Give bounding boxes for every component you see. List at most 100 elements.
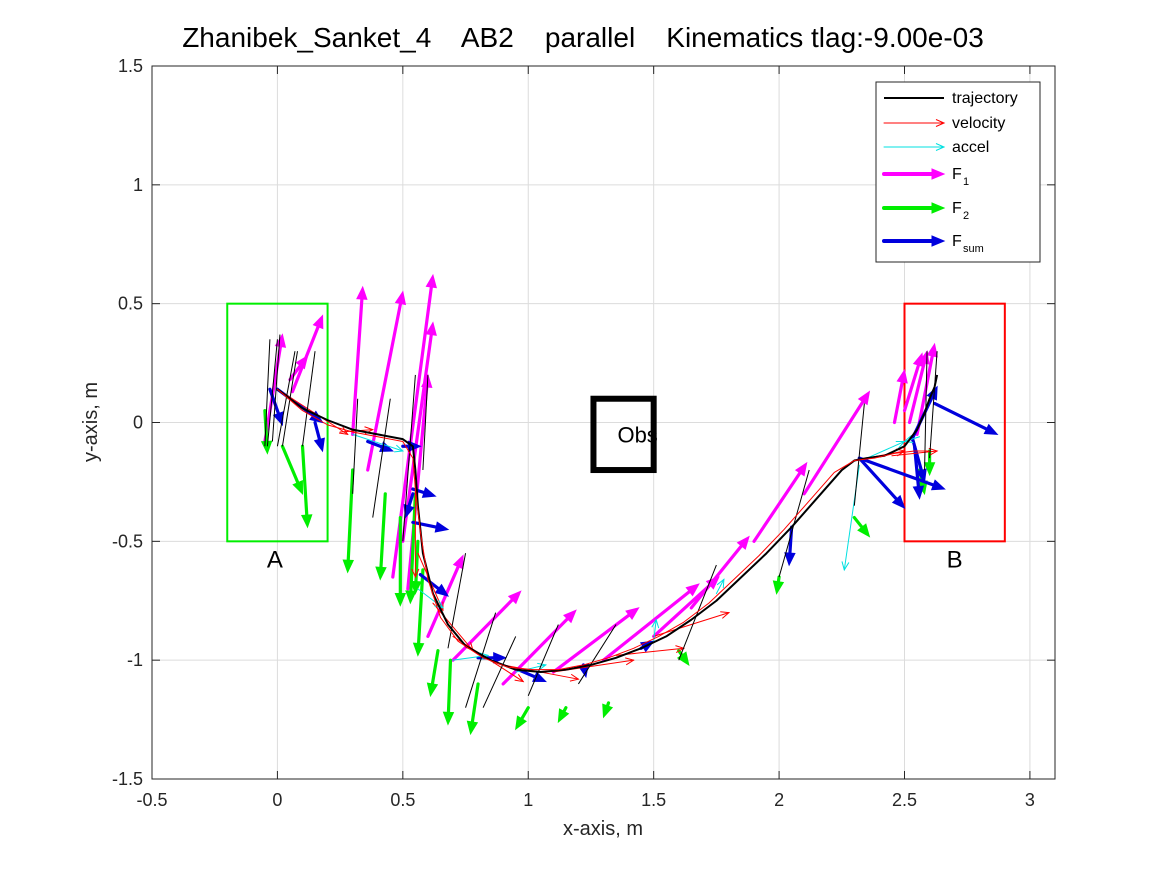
vector-group-thin-black (264, 334, 938, 708)
reference-line (678, 564, 717, 661)
f2-arrow-shaft (470, 682, 480, 729)
f2-arrow-head (466, 720, 479, 736)
region-b-box (903, 302, 1006, 543)
reference-line (465, 612, 497, 708)
f1-arrow-head (926, 342, 938, 358)
reference-line (527, 624, 559, 697)
reference-line (853, 403, 865, 506)
f2-arrow (375, 492, 387, 581)
f1-arrow-head (896, 368, 908, 384)
reference-line (929, 351, 938, 459)
reference-line (266, 339, 278, 447)
f2-arrow-head (515, 715, 527, 731)
legend-swatch-arrow-head (931, 168, 946, 180)
f1-arrow-head (356, 285, 368, 300)
f1-arrow-head (425, 273, 437, 289)
accel-arrow-shaft (352, 433, 404, 452)
fsum-arrow-head (434, 583, 450, 597)
y-tick-label: -1.5 (112, 769, 143, 789)
legend-swatch-arrow-head (931, 202, 946, 214)
f1-arrow-head (394, 290, 407, 306)
fsum-arrow-shaft (857, 456, 902, 505)
f2-arrow (342, 468, 355, 574)
f1-arrow (451, 590, 522, 662)
f2-arrow-shaft (416, 568, 425, 650)
f1-arrow (351, 285, 368, 436)
y-tick-label: 0 (133, 413, 143, 433)
regions: A B Obs (226, 302, 1006, 573)
obstacle-label: Obs (617, 422, 657, 447)
fsum-arrow-head (930, 479, 946, 491)
velocity-arrow (411, 481, 420, 579)
accel-arrow (651, 618, 660, 642)
f1-arrow-shaft (752, 467, 805, 543)
fsum-arrow-head (493, 652, 507, 664)
f1-arrow-head (736, 535, 750, 550)
fsum-arrow-head (421, 486, 437, 498)
vector-group-accel (352, 433, 921, 673)
f2-arrow-shaft (430, 649, 440, 691)
f2-arrow-head (375, 566, 387, 581)
f2-arrow-shaft (300, 444, 309, 522)
f1-arrow (902, 352, 924, 413)
f2-arrow-head (292, 480, 304, 495)
fsum-arrow-head (434, 521, 450, 533)
f1-arrow-head (274, 333, 287, 348)
x-tick-label: -0.5 (136, 790, 167, 810)
fsum-arrow-head (784, 552, 796, 567)
f2-arrow-shaft (280, 444, 302, 489)
f1-arrow-head (857, 390, 871, 406)
f2-arrow (280, 444, 304, 495)
legend-swatch-arrow-head (931, 235, 946, 247)
f2-arrow (466, 682, 480, 736)
f2-arrow-head (557, 708, 570, 724)
accel-arrow-head (716, 578, 725, 589)
f2-arrow-head (442, 711, 455, 726)
y-axis-label: y-axis, m (80, 382, 102, 462)
reference-line (372, 398, 391, 518)
f1-arrow-shaft (551, 610, 635, 674)
legend-swatch-arrow-head (935, 119, 946, 127)
f1-arrow-shaft (290, 320, 322, 394)
x-tick-label: 1 (523, 790, 533, 810)
reference-line (271, 334, 281, 442)
fsum-arrow-head (407, 440, 422, 453)
f2-arrow-head (342, 559, 355, 574)
x-axis-label: x-axis, m (563, 818, 643, 840)
legend-swatch-arrow (883, 143, 946, 151)
f1-arrow-shaft (902, 358, 922, 413)
legend-swatch-arrow (882, 168, 946, 180)
chart-title: Zhanibek_Sanket_4 AB2 parallel Kinematic… (182, 22, 984, 53)
velocity-arrow-head (411, 568, 420, 579)
accel-arrow-head (537, 662, 548, 671)
f1-arrow-shaft (351, 292, 364, 436)
f2-arrow-shaft (446, 658, 453, 719)
f2-arrow (515, 706, 530, 731)
fsum-arrow (411, 520, 450, 533)
fsum-arrow (910, 435, 927, 484)
f2-arrow-head (857, 523, 871, 538)
legend-swatch-arrow-head (935, 143, 946, 151)
reference-line (447, 553, 467, 649)
accel-arrow (352, 433, 405, 453)
fsum-arrow-shaft (932, 401, 993, 433)
reference-line (264, 339, 271, 447)
f2-arrow (676, 649, 690, 666)
f2-arrow-head (602, 703, 614, 719)
f2-arrow-head (676, 651, 690, 666)
fsum-arrow (932, 401, 999, 435)
y-tick-label: -1 (127, 650, 143, 670)
f2-arrow (394, 515, 407, 607)
legend-swatch-arrow (882, 202, 946, 214)
fsum-arrow-head (912, 485, 925, 500)
f2-arrow-head (394, 593, 407, 607)
f2-arrow-head (260, 440, 273, 455)
fsum-arrow-head (891, 494, 906, 510)
f1-arrow (290, 314, 324, 394)
x-tick-label: 3 (1025, 790, 1035, 810)
fsum-arrow-shaft (910, 435, 925, 477)
f1-arrow-shaft (501, 613, 573, 686)
f2-arrow-head (301, 514, 313, 529)
f2-arrow-head (426, 682, 439, 698)
